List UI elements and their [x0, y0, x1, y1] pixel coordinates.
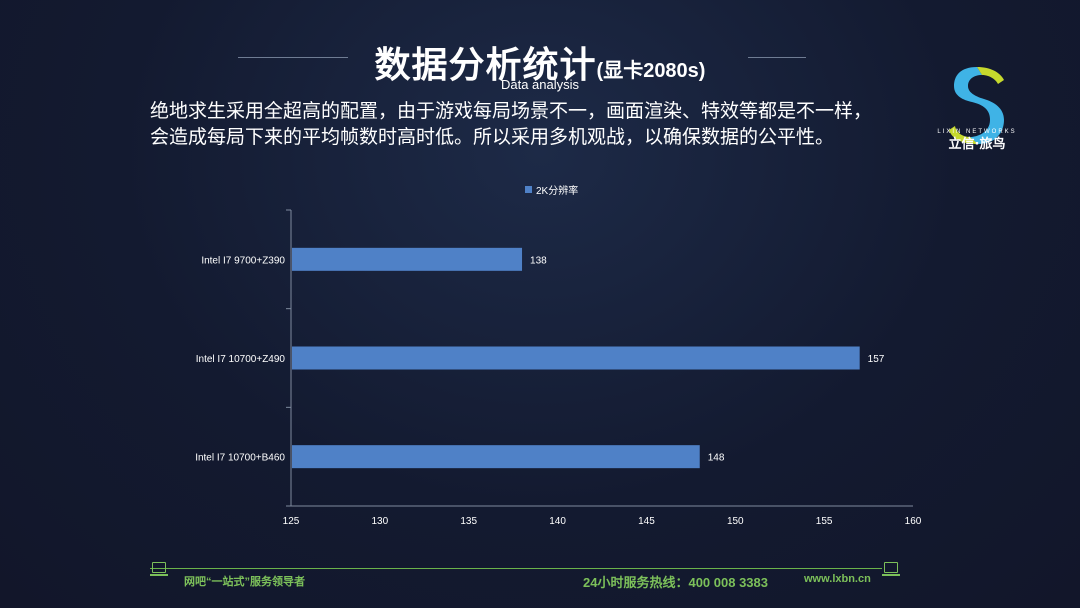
page-title: 数据分析统计(显卡2080s) [0, 36, 1080, 88]
description-line-2: 会造成每局下来的平均帧数时高时低。所以采用多机观战，以确保数据的公平性。 [150, 127, 835, 148]
footer-hotline: 24小时服务热线：400 008 3383 [583, 575, 768, 590]
page-subtitle: Data analysis [500, 77, 580, 92]
page-title-suffix: (显卡2080s) [596, 60, 706, 82]
footer-url[interactable]: www.lxbn.cn [804, 573, 871, 585]
category-label: Intel I7 10700+B460 [195, 453, 285, 464]
page-title-main: 数据分析统计 [374, 44, 597, 85]
x-tick-label: 130 [372, 516, 389, 527]
logo-brand-en: LIXIN NETWORKS [937, 129, 1016, 135]
x-tick-label: 155 [816, 516, 833, 527]
bar-value-label: 148 [708, 453, 725, 464]
category-label: Intel I7 10700+Z490 [196, 354, 286, 365]
chart-legend: 2K分辨率 [525, 184, 578, 197]
x-tick-label: 150 [727, 516, 744, 527]
bar [292, 445, 700, 469]
laptop-icon [150, 562, 168, 576]
footer-slogan: 网吧“一站式”服务领导者 [184, 576, 305, 588]
x-tick-label: 135 [460, 516, 477, 527]
title-divider-left [238, 57, 348, 58]
legend-swatch [525, 186, 532, 193]
bar-value-label: 157 [868, 354, 885, 365]
laptop-icon [882, 562, 900, 576]
footer-divider [150, 568, 882, 569]
bar [292, 346, 860, 370]
logo-brand-cn: 立信·旅鸟 [949, 136, 1006, 152]
bar-value-label: 138 [530, 255, 547, 266]
category-label: Intel I7 9700+Z390 [201, 255, 285, 266]
company-logo: LIXIN NETWORKS 立信·旅鸟 [937, 67, 1016, 152]
x-tick-label: 125 [283, 516, 300, 527]
x-tick-label: 160 [905, 516, 922, 527]
bars-group: 138 157 148 [292, 247, 885, 469]
x-tick-label: 145 [638, 516, 655, 527]
bar [292, 247, 523, 271]
x-axis-ticks: 125 130 135 140 145 150 155 160 [283, 516, 922, 527]
logo-mark [949, 67, 1004, 144]
y-axis-ticks: Intel I7 9700+Z390 Intel I7 10700+Z490 Int… [195, 209, 291, 507]
description-line-1: 绝地求生采用全超高的配置，由于游戏每局场景不一，画面渲染、特效等都是不一样， [150, 101, 873, 122]
title-divider-right [748, 57, 806, 58]
x-tick-label: 140 [549, 516, 566, 527]
legend-label: 2K分辨率 [536, 184, 578, 197]
